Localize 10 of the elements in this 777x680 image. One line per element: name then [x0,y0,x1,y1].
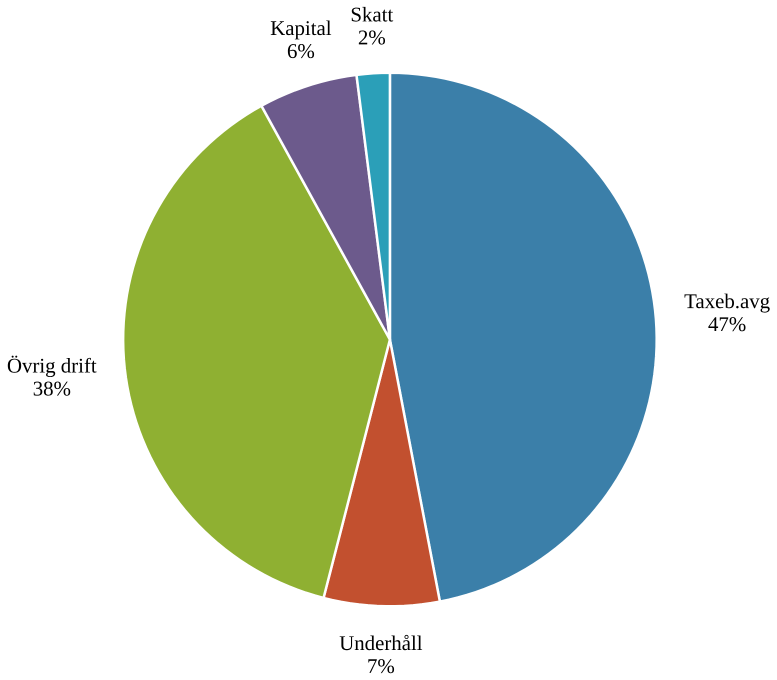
data-label: 6% [288,44,314,58]
data-label: 38% [34,382,70,396]
data-label: 47% [708,317,746,332]
slice-label: Kapital [270,20,332,40]
data-label: 2% [358,30,386,45]
slice-label: Skatt [352,6,394,22]
slice-label: Taxeb.avg [684,294,770,313]
slice-label: Underhåll [340,634,422,650]
data-label: 7% [368,658,394,674]
slice-label: Övrig drift [8,356,97,377]
